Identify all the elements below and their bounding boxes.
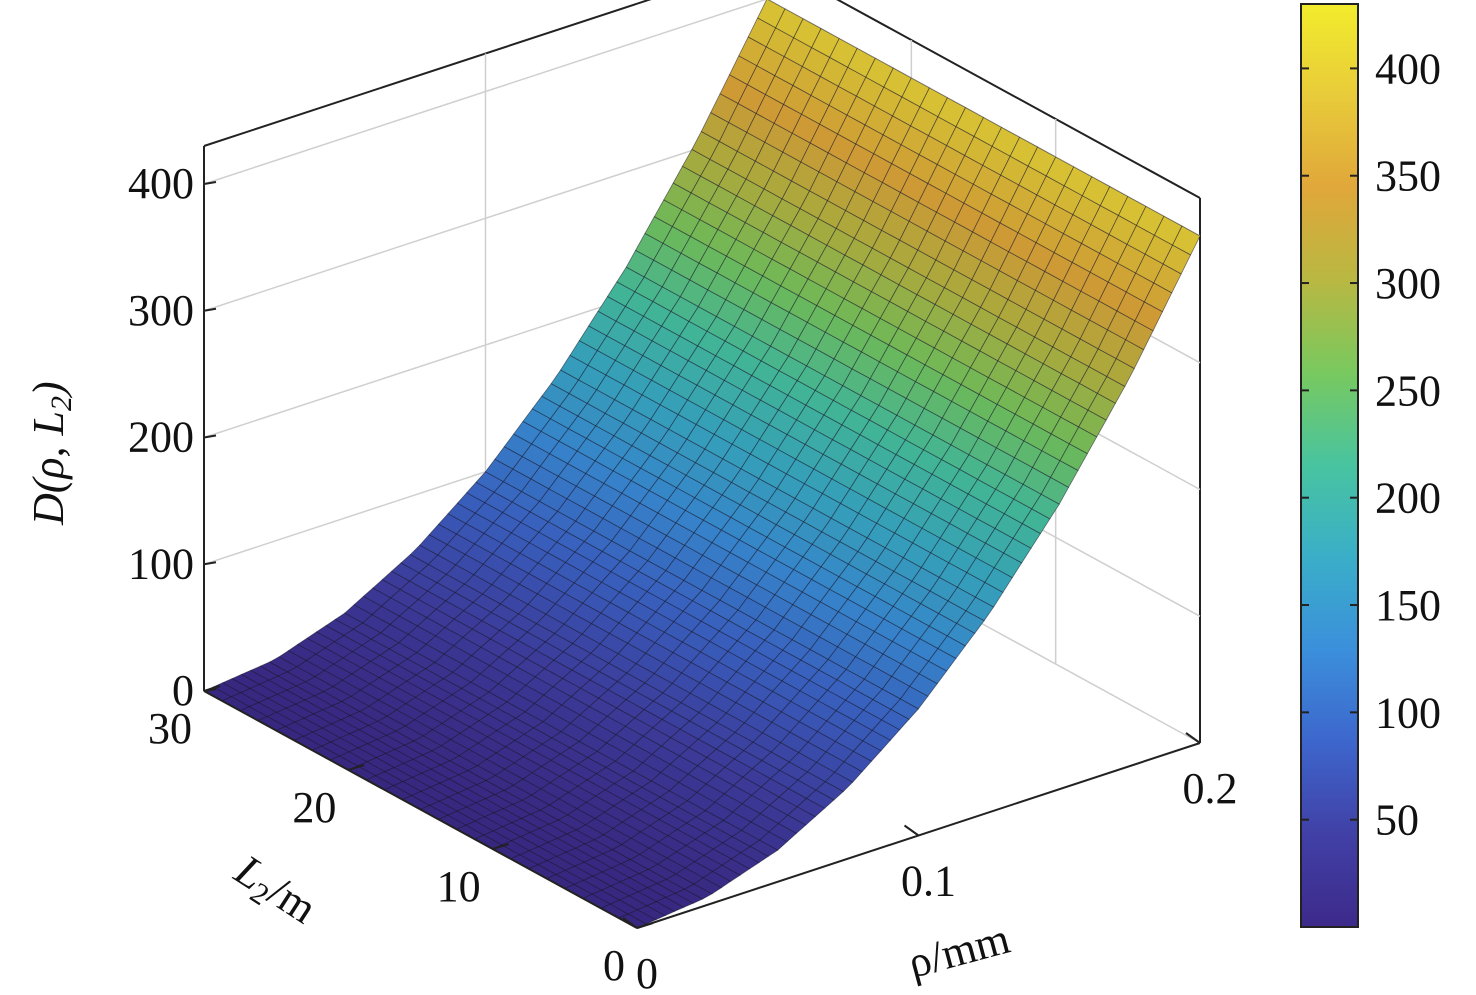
- z-tick-label: 100: [128, 539, 194, 588]
- colorbar-ticks: 50 100 150 200 250 300 350 400: [1301, 44, 1441, 845]
- z-tick-mark: [203, 181, 217, 186]
- y-tick-label: 10: [437, 862, 481, 911]
- surface-plot: [203, 0, 1201, 929]
- colorbar: 50 100 150 200 250 300 350 400: [1300, 3, 1441, 928]
- y-tick-mark: [348, 764, 365, 771]
- surface-patch: [1172, 225, 1201, 256]
- colorbar-bar: [1300, 3, 1359, 928]
- y-axis-label: L2/m: [223, 845, 325, 938]
- z-tick-label: 400: [128, 159, 194, 208]
- z-tick-mark: [203, 434, 217, 439]
- x-tick-mark: [1185, 732, 1201, 744]
- y-tick-label: 30: [148, 704, 192, 753]
- colorbar-tick-label: 100: [1375, 688, 1441, 737]
- colorbar-tick-label: 350: [1375, 152, 1441, 201]
- z-tick-mark: [203, 561, 217, 566]
- y-axis-ticks: 0 10 20 30: [148, 685, 654, 990]
- z-tick-label: 0: [172, 666, 194, 715]
- x-tick-mark: [622, 917, 638, 929]
- z-tick-mark: [203, 307, 217, 312]
- x-tick-label: 0.2: [1183, 764, 1238, 813]
- y-axis-line: [203, 690, 638, 929]
- z-tick-label: 200: [128, 413, 194, 462]
- y-tick-label: 20: [292, 783, 336, 832]
- y-tick-mark: [636, 922, 654, 929]
- z-axis-ticks: 0 100 200 300 400: [128, 159, 217, 715]
- y-tick-mark: [492, 843, 509, 850]
- z-axis-label: D(ρ, L2): [24, 381, 78, 526]
- x-tick-mark: [903, 824, 920, 837]
- z-tick-label: 300: [128, 286, 194, 335]
- colorbar-tick-label: 300: [1375, 259, 1441, 308]
- colorbar-tick-label: 50: [1375, 796, 1419, 845]
- colorbar-tick-label: 150: [1375, 581, 1441, 630]
- x-tick-label: 0: [636, 949, 658, 995]
- x-tick-label: 0.1: [901, 857, 956, 906]
- y-tick-label: 0: [603, 941, 625, 990]
- x-axis-label: ρ/mm: [903, 914, 1015, 988]
- colorbar-tick-label: 200: [1375, 474, 1441, 523]
- x-axis-ticks: 0 0.1 0.2: [622, 732, 1238, 995]
- colorbar-tick-label: 400: [1375, 44, 1441, 93]
- y-tick-mark: [203, 685, 221, 692]
- colorbar-tick-label: 250: [1375, 366, 1441, 415]
